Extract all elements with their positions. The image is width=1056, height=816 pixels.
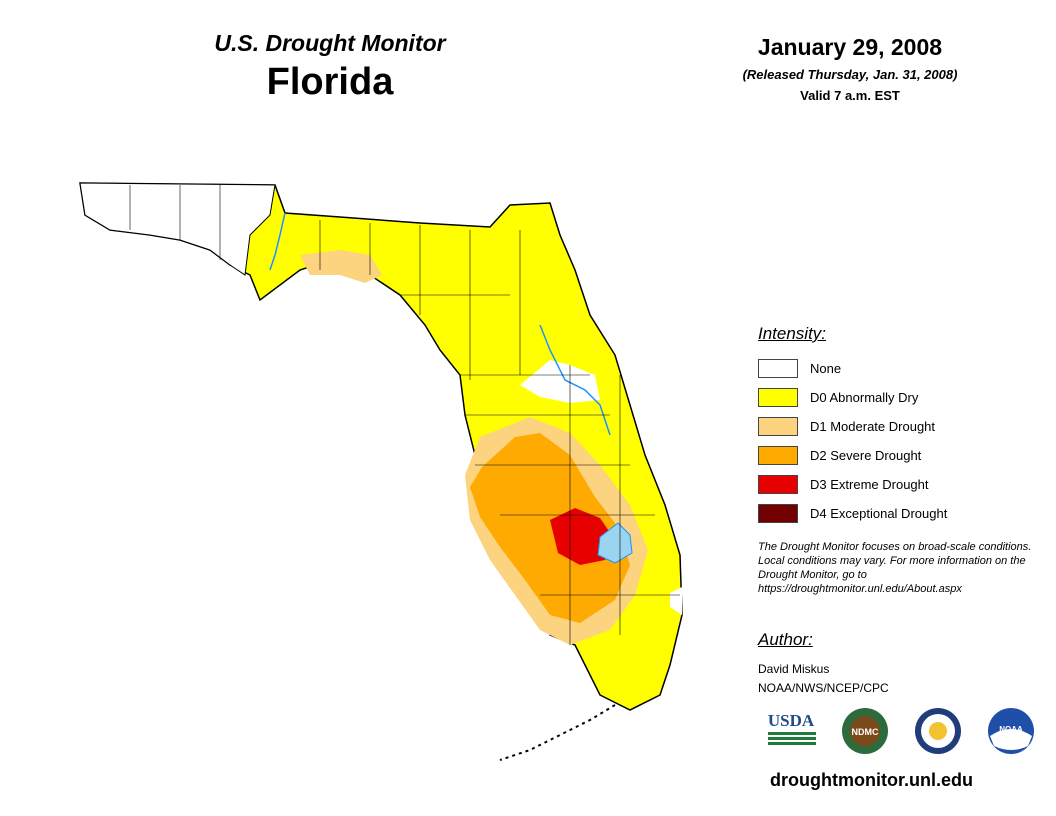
map-subtitle: U.S. Drought Monitor — [214, 30, 446, 56]
apalachicola-river — [269, 212, 286, 271]
legend-item: D2 Severe Drought — [758, 441, 1048, 470]
legend-swatch — [758, 475, 798, 494]
legend-label: D4 Exceptional Drought — [810, 506, 948, 521]
legend-swatch — [758, 417, 798, 436]
map-date: January 29, 2008 — [757, 34, 943, 60]
legend-label: None — [810, 361, 842, 376]
legend-label: D0 Abnormally Dry — [810, 390, 919, 405]
area-none-east — [670, 587, 682, 615]
legend-heading: Intensity: — [758, 324, 827, 343]
legend-item: D3 Extreme Drought — [758, 470, 1048, 499]
valid-time: Valid 7 a.m. EST — [800, 88, 900, 103]
website-url[interactable]: droughtmonitor.unl.edu — [770, 770, 973, 790]
svg-text:USDA: USDA — [768, 711, 815, 730]
st-johns-river — [539, 324, 611, 436]
legend-label: D1 Moderate Drought — [810, 419, 936, 434]
lake-okeechobee — [597, 522, 633, 564]
svg-text:NOAA: NOAA — [999, 725, 1023, 734]
noaa-logo: NOAA — [988, 708, 1034, 754]
author-heading: Author: — [758, 630, 813, 649]
legend: Intensity: None D0 Abnormally Dry D1 Mod… — [758, 324, 1048, 528]
legend-swatch — [758, 359, 798, 378]
legend-label: D2 Severe Drought — [810, 448, 922, 463]
disclaimer-note: The Drought Monitor focuses on broad-sca… — [758, 541, 1032, 595]
author-block: Author: David Miskus NOAA/NWS/NCEP/CPC — [758, 630, 1048, 698]
map-title: Florida — [266, 61, 394, 103]
legend-label: D3 Extreme Drought — [810, 477, 929, 492]
ndmc-logo: NDMC — [842, 708, 888, 754]
usda-logo: USDA — [768, 711, 816, 745]
area-d2 — [470, 433, 630, 623]
legend-swatch — [758, 388, 798, 407]
author-org: NOAA/NWS/NCEP/CPC — [758, 681, 889, 695]
date-block: January 29, 2008 (Released Thursday, Jan… — [700, 34, 1000, 103]
area-none-panhandle — [79, 182, 276, 276]
sponsor-logos: USDA NDMC NOAA — [768, 708, 1034, 754]
county-lines — [129, 185, 680, 645]
release-date: (Released Thursday, Jan. 31, 2008) — [742, 67, 958, 82]
author-name: David Miskus — [758, 662, 830, 676]
legend-swatch — [758, 446, 798, 465]
area-d1-panhandle — [300, 250, 382, 283]
legend-item: D4 Exceptional Drought — [758, 499, 1048, 528]
florida-keys — [499, 704, 616, 761]
legend-item: None — [758, 354, 1048, 383]
commerce-logo — [915, 708, 961, 754]
legend-item: D1 Moderate Drought — [758, 412, 1048, 441]
legend-item: D0 Abnormally Dry — [758, 383, 1048, 412]
svg-text:NDMC: NDMC — [852, 727, 879, 737]
legend-swatch — [758, 504, 798, 523]
area-none-central — [520, 360, 600, 403]
florida-drought-map — [79, 182, 683, 761]
title-block: U.S. Drought Monitor Florida — [150, 30, 510, 104]
